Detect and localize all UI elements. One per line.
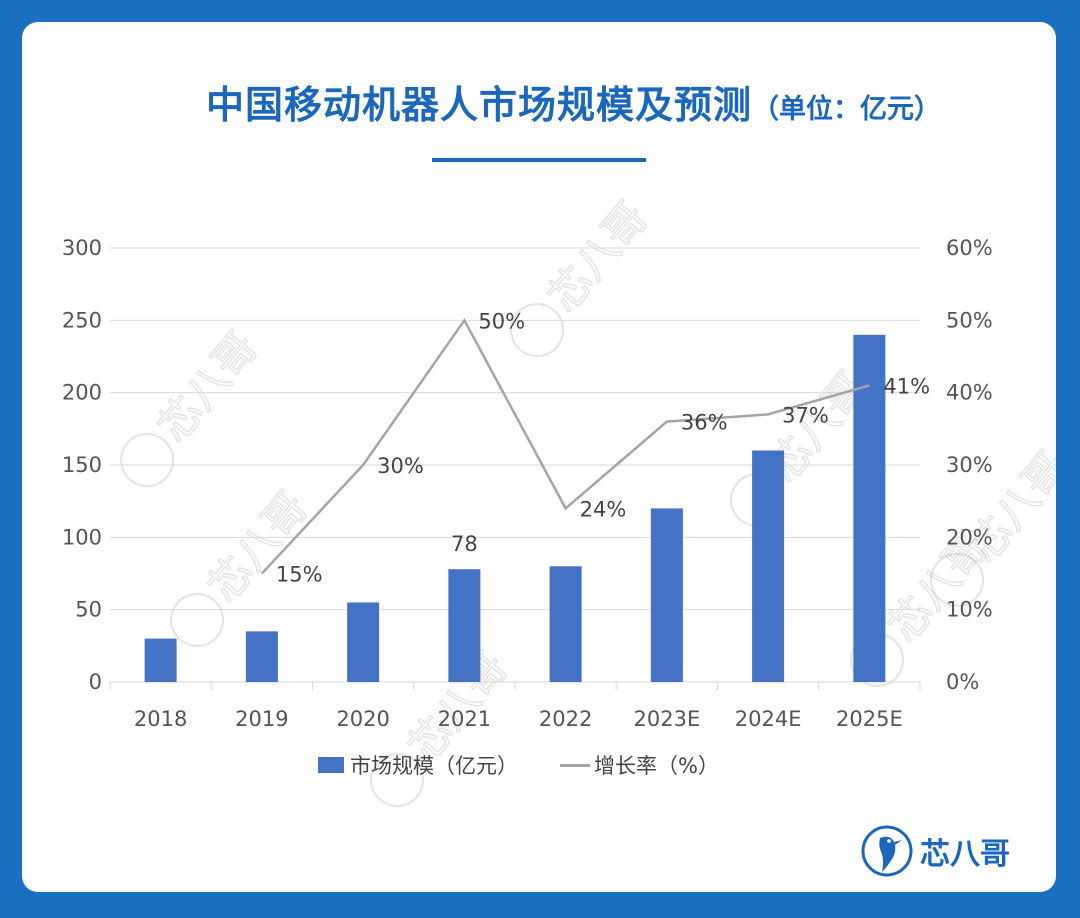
x-tick-label: 2023E	[634, 707, 701, 731]
bar-2024E	[752, 450, 785, 682]
legend-label-bar: 市场规模（亿元）	[350, 754, 518, 778]
y-left-tick-label: 250	[62, 308, 102, 332]
line-data-label: 15%	[276, 563, 323, 587]
x-tick-label: 2019	[235, 707, 288, 731]
x-tick-label: 2024E	[735, 707, 802, 731]
watermark-0: 芯八哥	[510, 192, 658, 358]
y-left-tick-label: 0	[89, 670, 102, 694]
page-title: 中国移动机器人市场规模及预测（单位：亿元）	[206, 74, 941, 129]
watermark-logo-icon	[120, 433, 175, 488]
line-data-label: 50%	[478, 309, 525, 333]
growth-rate-line	[260, 317, 870, 575]
y-left-tick-label: 300	[62, 236, 102, 260]
watermark-text: 芯八哥	[538, 193, 657, 321]
bird-logo-icon	[861, 825, 913, 877]
watermark-text: 芯八哥	[148, 323, 267, 451]
watermark-1: 芯八哥	[120, 322, 268, 488]
legend-swatch-line	[560, 763, 590, 767]
line-data-label: 30%	[377, 454, 424, 478]
bar-2020	[347, 602, 380, 682]
legend: 市场规模（亿元） 增长率（%）	[318, 750, 719, 780]
bar-2022	[549, 566, 582, 682]
watermark-logo-icon	[370, 753, 425, 808]
line-data-label: 24%	[580, 497, 627, 521]
watermark-logo-icon	[510, 303, 565, 358]
title-unit: （单位：亿元）	[752, 94, 942, 125]
watermark-text: 芯八哥	[198, 483, 317, 611]
y-left-tick-label: 200	[62, 381, 102, 405]
title-main: 中国移动机器人市场规模及预测	[206, 83, 753, 127]
legend-label-line: 增长率（%）	[594, 754, 719, 778]
bar-2021	[448, 569, 481, 682]
brand-logo: 芯八哥	[860, 824, 1010, 878]
bar-2018	[144, 638, 177, 682]
y-right-tick-label: 20%	[946, 525, 993, 549]
y-left-tick-label: 50	[75, 598, 102, 622]
x-tick-label: 2025E	[836, 707, 903, 731]
bar-2019	[245, 631, 278, 682]
y-right-tick-label: 60%	[946, 236, 993, 260]
y-left-tick-label: 150	[62, 453, 102, 477]
chart-card: 中国移动机器人市场规模及预测（单位：亿元） 芯八哥 芯八哥 芯八哥 芯八哥 芯八哥 芯八哥…	[22, 22, 1056, 892]
line-data-label: 36%	[681, 411, 728, 435]
x-tick-label: 2018	[134, 707, 187, 731]
combo-chart: 芯八哥芯八哥芯八哥芯八哥芯八哥芯八哥芯八哥0501001502002503000…	[62, 192, 1056, 808]
legend-swatch-bar	[318, 757, 344, 773]
bar-2025E	[853, 334, 886, 682]
y-right-tick-label: 30%	[946, 453, 993, 477]
x-tick-label: 2020	[336, 707, 389, 731]
x-tick-label: 2021	[438, 707, 491, 731]
bar-2023E	[650, 508, 683, 682]
y-left-tick-label: 100	[62, 525, 102, 549]
y-right-tick-label: 10%	[946, 598, 993, 622]
line-data-label: 37%	[782, 403, 829, 427]
y-right-tick-label: 50%	[946, 308, 993, 332]
line-data-label: 41%	[883, 374, 930, 398]
y-right-tick-label: 0%	[946, 670, 979, 694]
title-underline	[432, 158, 646, 162]
bar-data-label: 78	[451, 532, 478, 556]
brand-name: 芯八哥	[920, 837, 1010, 872]
watermark-logo-icon	[170, 593, 225, 648]
x-tick-label: 2022	[539, 707, 592, 731]
watermark-logo-icon	[930, 553, 985, 608]
y-right-tick-label: 40%	[946, 381, 993, 405]
